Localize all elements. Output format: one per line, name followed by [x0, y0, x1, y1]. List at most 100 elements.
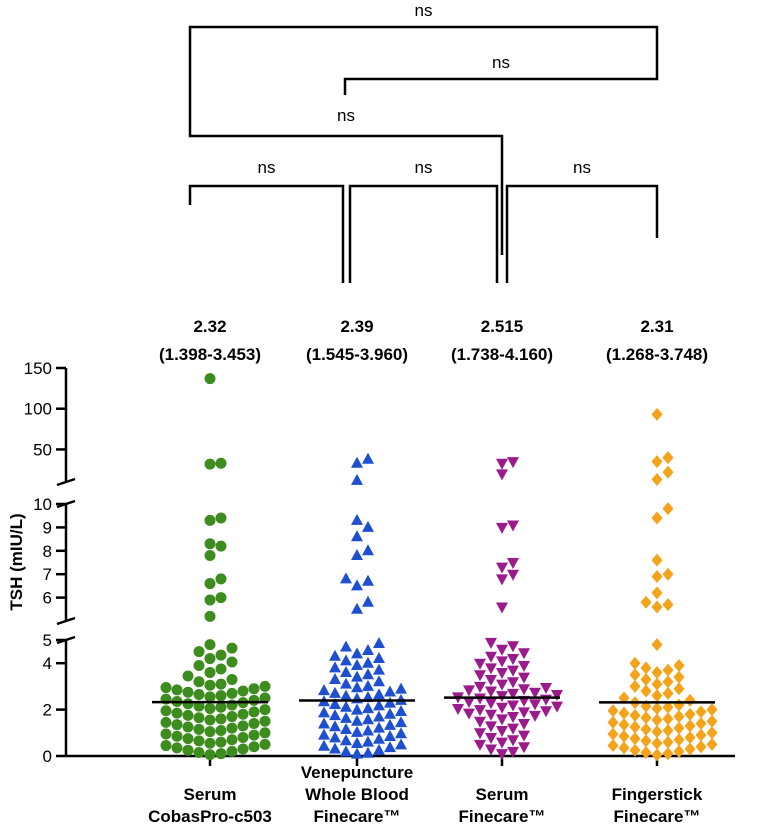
data-point [607, 715, 619, 729]
data-point [384, 707, 396, 719]
data-point [662, 567, 674, 581]
data-point [259, 738, 271, 750]
data-point [362, 544, 374, 556]
data-point [373, 675, 385, 687]
y-tick-label: 0 [43, 747, 52, 766]
x-category-label: Whole Blood [305, 785, 409, 804]
data-point [496, 749, 508, 761]
y-tick-label: 4 [43, 654, 52, 673]
data-point [351, 456, 363, 468]
data-point [651, 586, 663, 600]
data-point [248, 694, 260, 706]
x-category-label: Fingerstick [612, 785, 703, 804]
median-label: 2.31 [640, 317, 673, 336]
data-point [540, 694, 552, 706]
data-point [496, 656, 508, 668]
data-point [395, 682, 407, 694]
median-label: 2.39 [340, 317, 373, 336]
data-point [362, 702, 374, 714]
data-point [651, 638, 663, 652]
data-point [351, 681, 363, 693]
data-point [226, 722, 238, 734]
data-point [362, 574, 374, 586]
data-point [607, 739, 619, 753]
significance-bracket [188, 112, 504, 255]
data-point [226, 673, 238, 685]
data-point [706, 726, 718, 740]
data-point [259, 692, 271, 704]
data-point [684, 730, 696, 744]
data-point [318, 739, 330, 751]
data-point [507, 700, 519, 712]
data-point [695, 717, 707, 731]
data-point [373, 652, 385, 664]
data-point [171, 730, 183, 742]
y-tick-label: 7 [43, 565, 52, 584]
data-point [215, 701, 227, 713]
data-point [640, 661, 652, 675]
data-point [651, 570, 663, 584]
data-point [373, 636, 385, 648]
data-point [496, 469, 508, 481]
significance-label: ns [337, 106, 355, 125]
data-point [160, 716, 172, 728]
data-point [340, 640, 352, 652]
x-category-label: Serum [184, 785, 237, 804]
data-point [182, 744, 194, 756]
data-point [204, 653, 216, 665]
data-point [518, 742, 530, 754]
data-point [226, 745, 238, 757]
data-point [193, 676, 205, 688]
data-point [507, 677, 519, 689]
data-point [351, 579, 363, 591]
data-point [226, 734, 238, 746]
y-tick-label: 8 [43, 542, 52, 561]
data-point [651, 511, 663, 525]
data-point [507, 746, 519, 758]
data-point [518, 648, 530, 660]
data-point [463, 685, 475, 697]
data-point [507, 735, 519, 747]
data-point [496, 458, 508, 470]
data-point [384, 685, 396, 697]
data-point [362, 595, 374, 607]
data-point [204, 737, 216, 749]
data-point [395, 704, 407, 716]
data-point [329, 697, 341, 709]
iqr-label: (1.738-4.160) [451, 345, 553, 364]
data-point [695, 728, 707, 742]
data-point [215, 690, 227, 702]
data-point [248, 706, 260, 718]
data-point [204, 702, 216, 714]
data-point [340, 654, 352, 666]
data-point [204, 726, 216, 738]
data-point [662, 598, 674, 612]
data-point [485, 674, 497, 686]
data-point [226, 656, 238, 668]
data-point [651, 455, 663, 469]
data-point [662, 465, 674, 479]
x-category-label: CobasPro-c503 [148, 807, 272, 826]
data-point [518, 719, 530, 731]
data-point [340, 734, 352, 746]
data-point [215, 649, 227, 661]
data-point [182, 686, 194, 698]
data-point [351, 548, 363, 560]
data-point [474, 693, 486, 705]
data-point [640, 746, 652, 760]
data-point [373, 743, 385, 755]
data-point [651, 725, 663, 739]
data-point [706, 703, 718, 717]
iqr-label: (1.545-3.960) [306, 345, 408, 364]
data-point [395, 727, 407, 739]
data-point [651, 407, 663, 421]
data-point [318, 728, 330, 740]
data-point [485, 744, 497, 756]
y-axis-label: TSH (mIU/L) [7, 513, 26, 610]
data-point [373, 710, 385, 722]
data-point [662, 747, 674, 761]
data-point [248, 683, 260, 695]
data-point [540, 706, 552, 718]
data-point [204, 578, 216, 590]
